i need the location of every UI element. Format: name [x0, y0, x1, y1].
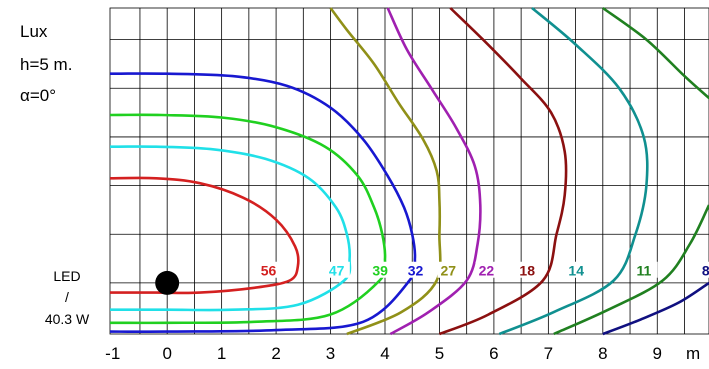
isolux-label-background — [369, 261, 394, 278]
x-axis-ticks: -1 0 1 2 3 4 5 6 7 8 9 — [105, 344, 662, 363]
isolux-label: 11 — [636, 263, 651, 279]
x-tick-label: 7 — [544, 344, 553, 363]
isolux-label: 39 — [372, 263, 388, 279]
unit-label: Lux — [20, 22, 48, 41]
isoline-11 — [602, 6, 709, 100]
isolux-label-background — [698, 261, 709, 278]
isolux-label: 22 — [479, 263, 495, 279]
lamp-marker — [155, 270, 180, 295]
isolux-label-background — [516, 261, 541, 278]
isolux-label-background — [404, 261, 429, 278]
x-tick-label: -1 — [105, 344, 120, 363]
isoline-32 — [109, 72, 417, 333]
isoline-11b — [553, 204, 709, 336]
isolux-label: 14 — [568, 263, 584, 279]
grid-lines — [109, 7, 709, 335]
plot-frame — [109, 7, 709, 335]
x-tick-label: 6 — [489, 344, 498, 363]
isolux-curves — [109, 6, 709, 336]
isolux-label: 47 — [329, 263, 345, 279]
x-tick-label: 9 — [653, 344, 662, 363]
x-tick-label: 3 — [326, 344, 335, 363]
isolux-label: 56 — [261, 263, 277, 279]
isolux-label-background — [475, 261, 500, 278]
lamp-separator-label: / — [65, 289, 69, 305]
isoline-22 — [386, 7, 482, 336]
isolux-label-background — [257, 261, 282, 278]
isolux-label: 27 — [440, 263, 456, 279]
isolux-label: 32 — [408, 263, 424, 279]
isolux-label-background — [633, 261, 658, 278]
isolux-label: 18 — [519, 263, 535, 279]
isolux-label-background — [437, 261, 462, 278]
isolux-label-background — [325, 261, 350, 278]
x-tick-label: 2 — [271, 344, 280, 363]
isoline-18 — [438, 7, 568, 336]
isoline-14 — [498, 7, 649, 336]
x-tick-label: 8 — [598, 344, 607, 363]
lamp-power-label: 40.3 W — [44, 311, 90, 327]
x-tick-label: 0 — [162, 344, 171, 363]
x-tick-label: 4 — [380, 344, 389, 363]
lamp-name-label: LED — [53, 268, 81, 284]
mounting-height-label: h=5 m. — [20, 55, 73, 74]
isolux-value-labels: 56 47 39 32 27 22 18 14 11 8 — [257, 261, 709, 279]
isoline-8 — [602, 281, 709, 336]
isoline-39 — [109, 113, 387, 325]
x-axis-unit: m — [686, 344, 700, 363]
isoline-56 — [109, 176, 300, 295]
isolux-label-background — [565, 261, 590, 278]
isolux-label: 8 — [702, 263, 709, 279]
isoline-47 — [109, 145, 352, 312]
x-tick-label: 5 — [435, 344, 444, 363]
isoline-27 — [329, 7, 442, 336]
x-tick-label: 1 — [217, 344, 226, 363]
tilt-angle-label: α=0° — [20, 86, 57, 105]
